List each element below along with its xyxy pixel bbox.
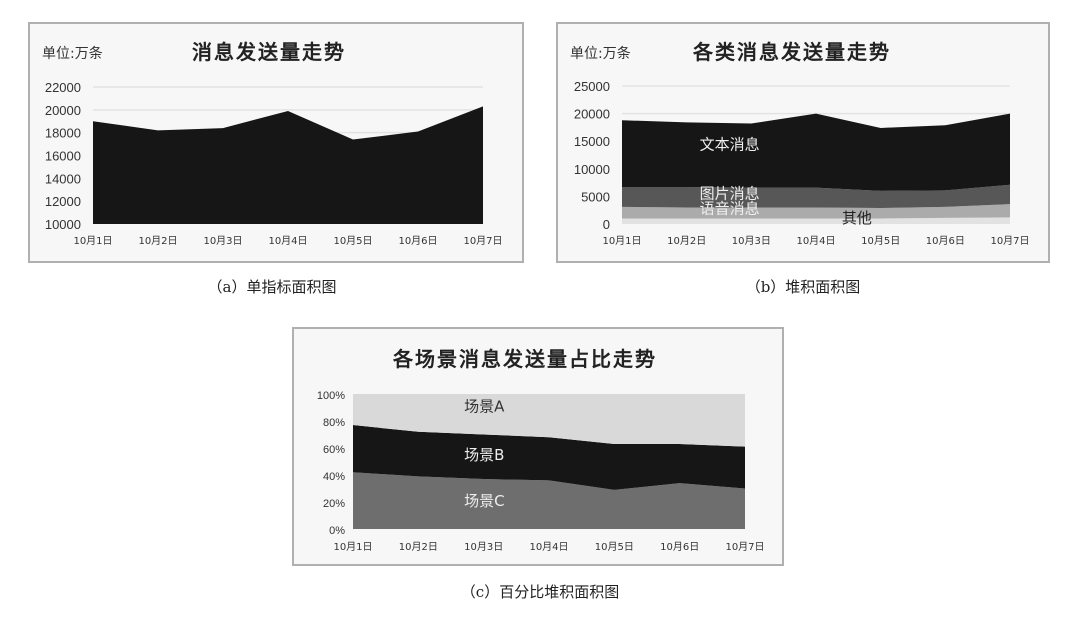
x-tick-label: 10月7日 [990, 235, 1029, 247]
series-label: 文本消息 [700, 135, 760, 153]
series-label: 语音消息 [700, 200, 760, 218]
chart-title-a: 消息发送量走势 [192, 40, 346, 64]
x-tick-label: 10月1日 [602, 235, 641, 247]
x-tick-label: 10月1日 [333, 541, 372, 553]
x-tick-label: 10月3日 [203, 235, 242, 247]
series-label: 其他 [842, 209, 872, 227]
series-label: 场景A [464, 398, 505, 416]
area-series-0 [622, 217, 1010, 224]
x-tick-label: 10月5日 [333, 235, 372, 247]
x-tick-label: 10月4日 [268, 235, 307, 247]
series-label: 场景B [464, 446, 504, 464]
unit-label-a: 单位:万条 [42, 46, 103, 62]
y-tick-label: 12000 [45, 194, 81, 209]
y-tick-label: 15000 [574, 134, 610, 149]
y-tick-label: 100% [317, 390, 345, 402]
series-label: 图片消息 [700, 185, 760, 203]
chart-title-b: 各类消息发送量走势 [693, 40, 891, 64]
x-tick-label: 10月7日 [463, 235, 502, 247]
area-series-1 [622, 204, 1010, 219]
x-tick-label: 10月4日 [529, 541, 568, 553]
area-series-1 [353, 425, 745, 490]
y-tick-label: 25000 [574, 79, 610, 94]
area-series-2 [353, 394, 745, 447]
x-tick-label: 10月6日 [398, 235, 437, 247]
x-tick-label: 10月4日 [796, 235, 835, 247]
chart-0: 10000 12000 14000 16000 18000 20000 22000 10月1日… [45, 80, 503, 247]
caption-c: （c）百分比堆积面积图 [460, 583, 620, 601]
x-tick-label: 10月7日 [725, 541, 764, 553]
y-tick-label: 22000 [45, 80, 81, 95]
y-tick-label: 16000 [45, 149, 81, 164]
x-tick-label: 10月2日 [399, 541, 438, 553]
y-tick-label: 18000 [45, 126, 81, 141]
y-tick-label: 10000 [45, 217, 81, 232]
chart-title-c: 各场景消息发送量占比走势 [393, 347, 657, 371]
x-tick-label: 10月6日 [926, 235, 965, 247]
y-tick-label: 20000 [45, 103, 81, 118]
area-series-0 [93, 106, 483, 224]
x-tick-label: 10月1日 [73, 235, 112, 247]
x-tick-label: 10月3日 [732, 235, 771, 247]
x-tick-label: 10月2日 [667, 235, 706, 247]
x-tick-label: 10月2日 [138, 235, 177, 247]
y-tick-label: 40% [323, 471, 345, 483]
series-label: 场景C [464, 492, 504, 510]
y-tick-label: 0 [603, 217, 610, 232]
y-tick-label: 14000 [45, 171, 81, 186]
unit-label-b: 单位:万条 [570, 46, 631, 62]
y-tick-label: 20% [323, 498, 345, 510]
y-tick-label: 0% [329, 525, 345, 537]
caption-a: （a）单指标面积图 [207, 278, 337, 296]
y-tick-label: 80% [323, 417, 345, 429]
x-tick-label: 10月5日 [861, 235, 900, 247]
y-tick-label: 5000 [581, 189, 610, 204]
x-tick-label: 10月6日 [660, 541, 699, 553]
y-tick-label: 10000 [574, 162, 610, 177]
caption-b: （b）堆积面积图 [745, 278, 861, 296]
x-tick-label: 10月3日 [464, 541, 503, 553]
x-tick-label: 10月5日 [595, 541, 634, 553]
chart-2: 0% 20% 40% 60% 80% 100% 场景C 场景B 场景A 10月1日 10月2日 10月… [317, 390, 765, 553]
area-series-3 [622, 113, 1010, 191]
y-tick-label: 60% [323, 444, 345, 456]
y-tick-label: 20000 [574, 107, 610, 122]
area-series-0 [353, 472, 745, 529]
